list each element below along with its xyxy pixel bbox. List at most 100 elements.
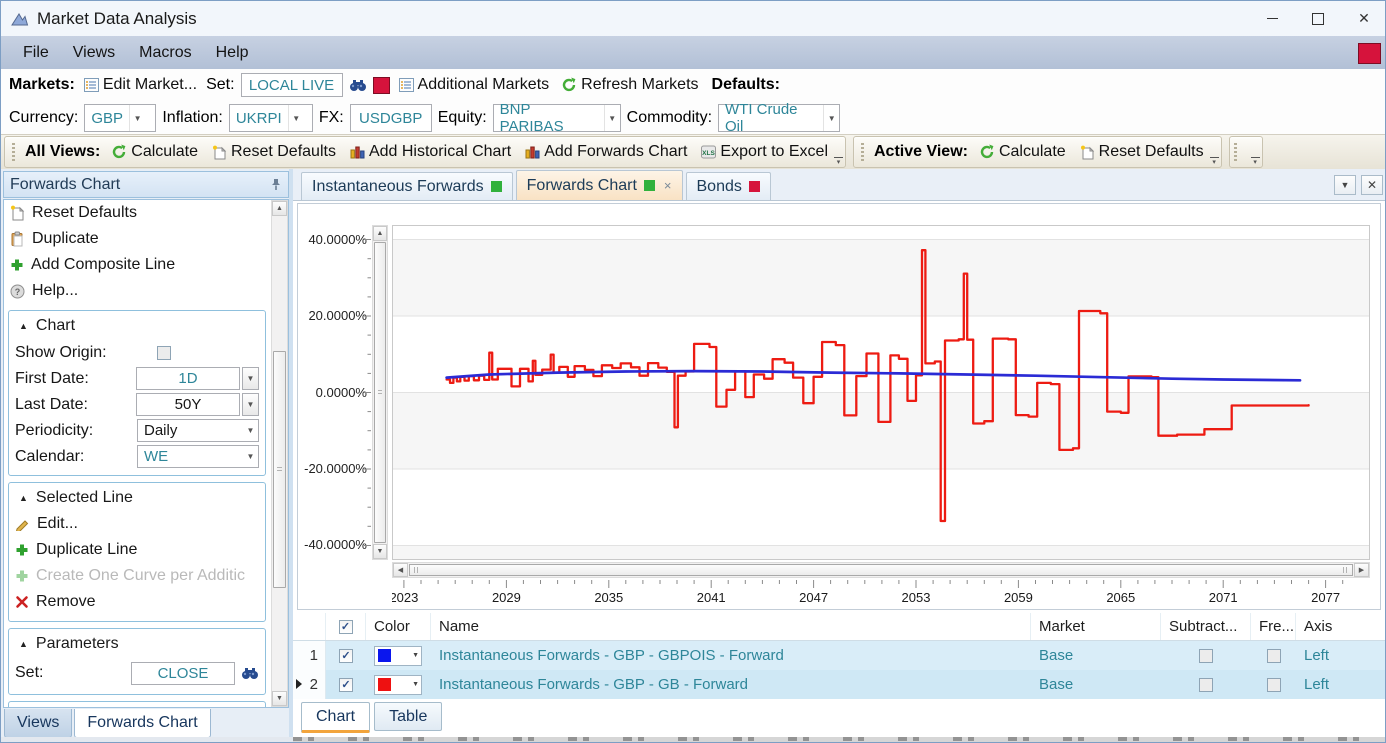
menu-macros[interactable]: Macros <box>139 44 192 61</box>
frequency-checkbox[interactable]: ✓ <box>1266 648 1281 663</box>
fx-input[interactable]: USDGBP <box>349 104 432 132</box>
sidebar-scrollbar-thumb[interactable] <box>273 351 286 588</box>
calendar-select[interactable]: WE ▼ <box>137 445 259 468</box>
table-row[interactable]: 2 ✓ ▼ Instantaneous Forwards - GBP - GB … <box>293 670 1385 699</box>
color-picker[interactable]: ▼ <box>374 674 422 695</box>
axis-cell[interactable]: Left <box>1304 676 1330 693</box>
tab-close-icon[interactable]: × <box>663 178 672 193</box>
color-header-cell[interactable]: Color <box>366 613 431 640</box>
parameters-group-header[interactable]: ▲ Parameters <box>15 631 259 657</box>
parameters-set-input[interactable]: CLOSE <box>131 661 235 685</box>
menu-views[interactable]: Views <box>72 44 116 61</box>
scroll-down-icon[interactable]: ▼ <box>373 544 387 559</box>
name-cell[interactable]: Instantaneous Forwards - GBP - GBPOIS - … <box>439 647 784 664</box>
tab-list-dropdown-button[interactable]: ▼ <box>1334 175 1356 195</box>
sidebar-help[interactable]: ? Help... <box>4 278 288 304</box>
chart-vertical-scrollbar[interactable]: ▲ ▼ <box>372 225 388 560</box>
tab-forwards-chart[interactable]: Forwards Chart <box>74 709 211 738</box>
frequency-header-cell[interactable]: Fre... <box>1251 613 1296 640</box>
chart-hscrollbar-thumb[interactable] <box>409 564 1353 576</box>
select-all-checkbox[interactable]: ✓ <box>338 619 353 634</box>
toolbar-overflow-button[interactable]: ▾ <box>1209 157 1219 166</box>
close-button[interactable]: ✕ <box>1358 10 1370 26</box>
chart-vscrollbar-thumb[interactable] <box>374 242 386 543</box>
table-row[interactable]: 1 ✓ ▼ Instantaneous Forwards - GBP - GBP… <box>293 641 1385 670</box>
selected-line-group-header[interactable]: ▲ Selected Line <box>15 485 259 511</box>
remove-line-button[interactable]: Remove <box>15 589 259 615</box>
edit-market-button[interactable]: Edit Market... <box>81 74 200 96</box>
tab-views[interactable]: Views <box>4 709 73 738</box>
market-header-cell[interactable]: Market <box>1031 613 1161 640</box>
periodicity-select[interactable]: Daily ▼ <box>137 419 259 442</box>
sidebar-duplicate[interactable]: Duplicate <box>4 226 288 252</box>
color-picker[interactable]: ▼ <box>374 645 422 666</box>
scroll-up-icon[interactable]: ▲ <box>373 226 387 241</box>
scroll-right-icon[interactable]: ▶ <box>1354 563 1369 577</box>
name-cell[interactable]: Instantaneous Forwards - GBP - GB - Forw… <box>439 676 749 693</box>
comment-group-header[interactable]: ▼ Comment <box>15 704 259 707</box>
active-calculate-button[interactable]: Calculate <box>976 141 1069 163</box>
scroll-down-icon[interactable]: ▼ <box>272 691 287 706</box>
pin-icon[interactable] <box>270 178 282 191</box>
equity-select[interactable]: BNP PARIBAS ▼ <box>492 101 621 134</box>
panel-divider[interactable] <box>289 169 293 742</box>
inflation-select[interactable]: UKRPI ▼ <box>228 104 313 132</box>
add-forwards-chart-button[interactable]: Add Forwards Chart <box>522 141 690 163</box>
doc-tab-bonds[interactable]: Bonds <box>685 172 771 200</box>
name-header-cell[interactable]: Name <box>431 613 1031 640</box>
toolbar-grip-handle[interactable] <box>12 143 15 161</box>
sidebar-reset-defaults[interactable]: Reset Defaults <box>4 200 288 226</box>
menu-help[interactable]: Help <box>215 44 249 61</box>
axis-header-cell[interactable]: Axis <box>1304 618 1333 635</box>
tab-chart[interactable]: Chart <box>301 702 371 733</box>
last-date-input[interactable]: 50Y <box>136 393 240 416</box>
scroll-left-icon[interactable]: ◀ <box>393 563 408 577</box>
market-cell[interactable]: Base <box>1039 647 1074 664</box>
subtract-checkbox[interactable]: ✓ <box>1199 677 1213 692</box>
duplicate-line-button[interactable]: Duplicate Line <box>15 537 259 563</box>
reset-defaults-button[interactable]: Reset Defaults <box>209 141 339 163</box>
visible-checkbox[interactable]: ✓ <box>339 677 353 692</box>
calculate-button[interactable]: Calculate <box>108 141 201 163</box>
menu-file[interactable]: File <box>23 44 49 61</box>
active-reset-defaults-button[interactable]: Reset Defaults <box>1077 141 1207 163</box>
scroll-up-icon[interactable]: ▲ <box>272 201 287 216</box>
binoculars-icon[interactable] <box>241 666 259 680</box>
binoculars-icon[interactable] <box>349 78 367 92</box>
tab-table[interactable]: Table <box>374 702 443 731</box>
doc-tab-forwards-chart[interactable]: Forwards Chart × <box>515 170 683 200</box>
sidebar-scrollbar[interactable]: ▲ ▼ <box>271 200 288 707</box>
chart-group-header[interactable]: ▲ Chart <box>15 313 259 339</box>
subtract-header-cell[interactable]: Subtract... <box>1161 613 1251 640</box>
add-historical-chart-button[interactable]: Add Historical Chart <box>347 141 514 163</box>
edit-line-button[interactable]: Edit... <box>15 511 259 537</box>
sidebar-add-composite-line[interactable]: Add Composite Line <box>4 252 288 278</box>
visible-checkbox[interactable]: ✓ <box>339 648 353 663</box>
market-set-input[interactable]: LOCAL LIVE <box>240 73 343 97</box>
forwards-chart-plot[interactable] <box>392 225 1370 560</box>
chart-horizontal-scrollbar[interactable]: ◀ ▶ <box>392 562 1370 578</box>
minimize-button[interactable] <box>1249 4 1295 34</box>
toolbar-overflow-button[interactable]: ▾ <box>1250 157 1260 166</box>
row-selector-cell[interactable]: 1 <box>293 641 326 670</box>
toolbar-overflow-button[interactable]: ▾ <box>834 157 843 166</box>
refresh-markets-button[interactable]: Refresh Markets <box>558 74 701 96</box>
subtract-checkbox[interactable]: ✓ <box>1199 648 1213 663</box>
frequency-checkbox[interactable]: ✓ <box>1266 677 1281 692</box>
first-date-dropdown-button[interactable]: ▼ <box>242 367 259 390</box>
show-origin-checkbox[interactable]: ✓ <box>157 345 171 360</box>
export-to-excel-button[interactable]: XLS Export to Excel <box>698 141 831 163</box>
commodity-select[interactable]: WTI Crude Oil ▼ <box>718 101 841 134</box>
tab-strip-close-button[interactable]: ✕ <box>1361 175 1383 195</box>
doc-tab-instantaneous-forwards[interactable]: Instantaneous Forwards <box>301 172 513 200</box>
toolbar-grip-handle[interactable] <box>861 143 864 161</box>
last-date-dropdown-button[interactable]: ▼ <box>242 393 259 416</box>
market-cell[interactable]: Base <box>1039 676 1074 693</box>
currency-select[interactable]: GBP ▼ <box>84 104 157 132</box>
toolbar-grip-handle[interactable] <box>1233 143 1237 161</box>
first-date-input[interactable]: 1D <box>136 367 240 390</box>
row-selector-cell[interactable]: 2 <box>293 670 326 699</box>
axis-cell[interactable]: Left <box>1304 647 1330 664</box>
maximize-button[interactable] <box>1295 4 1341 34</box>
additional-markets-button[interactable]: Additional Markets <box>396 74 553 96</box>
